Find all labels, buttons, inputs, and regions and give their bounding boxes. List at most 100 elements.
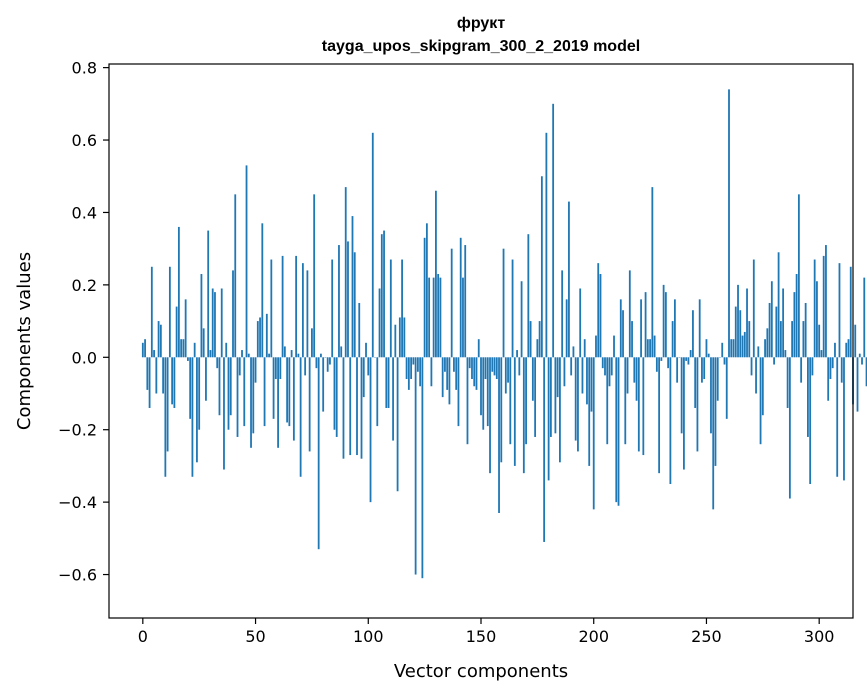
bar [861, 357, 863, 365]
bar [435, 190, 437, 358]
bar [640, 299, 642, 358]
bar [263, 357, 266, 427]
bar [583, 339, 586, 358]
bar [782, 288, 785, 358]
bar [272, 357, 275, 419]
bars-group [141, 89, 867, 579]
bar [202, 328, 205, 358]
bar [227, 357, 230, 430]
bar [807, 357, 809, 437]
bar [786, 357, 789, 408]
bar [184, 299, 187, 358]
y-tick-label: 0.4 [72, 203, 97, 222]
bar [626, 357, 629, 394]
bar [468, 357, 471, 369]
bar [646, 339, 649, 358]
bar [800, 357, 803, 383]
bar [601, 357, 604, 369]
bar [340, 346, 343, 358]
bar [416, 357, 419, 372]
bar [387, 357, 390, 408]
bar [353, 252, 356, 358]
bar [757, 346, 760, 358]
bar [311, 328, 313, 358]
bar [653, 335, 656, 358]
bar [265, 313, 268, 358]
bar [407, 357, 410, 390]
bar [207, 230, 210, 358]
bar [489, 357, 491, 474]
bar [858, 353, 861, 358]
bar [775, 306, 778, 358]
bar [565, 299, 568, 358]
bar [419, 357, 422, 387]
bar [595, 335, 597, 358]
bar [507, 357, 509, 383]
bar [536, 339, 539, 358]
bar [153, 350, 155, 358]
bar [637, 357, 640, 452]
x-axis-label: Vector components [394, 661, 568, 682]
bar [689, 350, 692, 358]
bar [331, 259, 334, 358]
bar [360, 357, 363, 459]
bar [662, 284, 665, 358]
bar [146, 357, 149, 390]
bar [378, 288, 381, 358]
bar [371, 132, 374, 358]
bar [791, 321, 794, 358]
bar [177, 226, 180, 358]
bar [743, 331, 746, 358]
bar [608, 357, 611, 387]
bar [254, 357, 257, 383]
bar [840, 357, 843, 383]
bar [831, 357, 834, 369]
bar [320, 353, 322, 358]
x-tick-label: 250 [691, 627, 722, 646]
bar [561, 270, 564, 358]
bar [148, 357, 151, 408]
bar [396, 357, 399, 492]
bar [308, 357, 311, 452]
bar [716, 357, 719, 401]
bar [504, 357, 507, 394]
bar [383, 230, 385, 358]
bar [480, 357, 482, 416]
bar [770, 281, 773, 358]
bar [268, 353, 270, 358]
x-tick-label: 300 [804, 627, 835, 646]
bar [624, 357, 627, 445]
bar [622, 310, 624, 358]
bar [162, 357, 165, 394]
bar [297, 353, 300, 358]
bar [450, 248, 453, 358]
bar [617, 357, 620, 506]
bar [764, 339, 766, 358]
bar [592, 357, 595, 510]
bar [687, 357, 690, 365]
bar [150, 266, 153, 358]
plot-frame [108, 63, 854, 619]
bar [313, 194, 316, 358]
bar [865, 357, 867, 387]
bar [741, 335, 744, 358]
bar [572, 346, 575, 358]
y-tick-label: −0.6 [58, 566, 97, 585]
bar [173, 357, 176, 408]
bar [214, 292, 216, 358]
y-tick-label: −0.2 [58, 421, 97, 440]
bar [586, 357, 588, 405]
bar [610, 357, 613, 376]
bar [423, 237, 426, 358]
bar [854, 324, 857, 358]
bar [552, 103, 555, 358]
bar [694, 357, 697, 408]
bar [649, 339, 651, 358]
bar [784, 350, 787, 358]
bar [220, 288, 223, 358]
bar [232, 270, 234, 358]
bar [141, 342, 144, 358]
bar [845, 342, 848, 358]
bar [712, 357, 715, 510]
bar [604, 357, 606, 376]
